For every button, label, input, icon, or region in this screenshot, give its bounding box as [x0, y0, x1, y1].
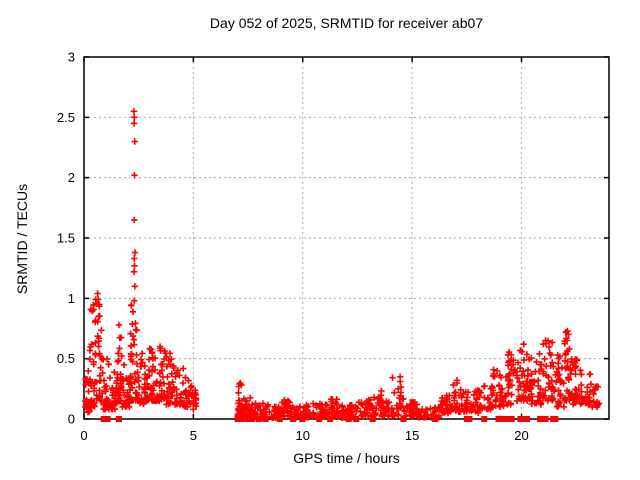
x-axis-label: GPS time / hours: [293, 450, 400, 466]
y-tick-label: 2: [68, 170, 75, 185]
chart-title: Day 052 of 2025, SRMTID for receiver ab0…: [209, 15, 484, 31]
x-tick-label: 10: [296, 428, 310, 443]
y-tick-label: 0.5: [57, 351, 75, 366]
srmtid-points: [81, 108, 603, 421]
flagged-epoch-squares: [100, 399, 559, 422]
y-tick-label: 1.5: [57, 231, 75, 246]
x-tick-label: 5: [190, 428, 197, 443]
y-tick-label: 1: [68, 291, 75, 306]
x-tick-label: 0: [80, 428, 87, 443]
x-tick-label: 20: [514, 428, 528, 443]
y-tick-label: 2.5: [57, 110, 75, 125]
y-tick-label: 3: [68, 50, 75, 65]
grid-lines: [84, 57, 609, 419]
y-tick-label: 0: [68, 412, 75, 427]
y-axis-label: SRMTID / TECUs: [14, 183, 30, 295]
x-tick-label: 15: [405, 428, 419, 443]
